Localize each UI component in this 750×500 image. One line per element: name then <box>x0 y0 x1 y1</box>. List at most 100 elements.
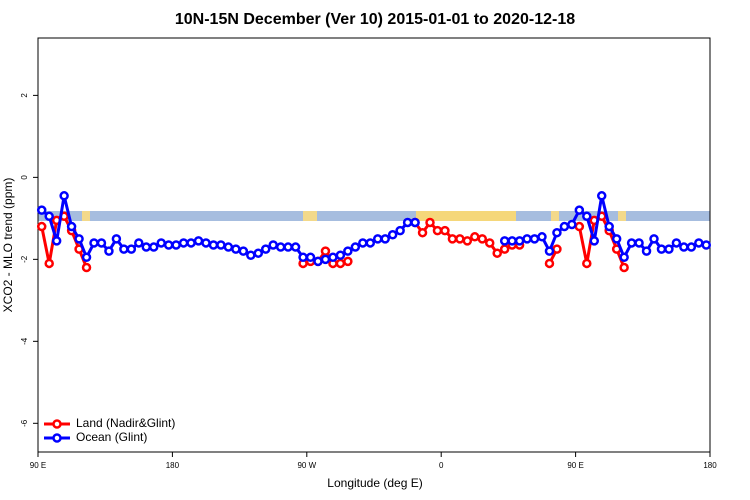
point <box>283 242 293 252</box>
point <box>447 234 458 244</box>
legend-label: Land (Nadir&Glint) <box>76 416 175 430</box>
point <box>671 238 682 248</box>
point <box>44 258 54 269</box>
legend-marker <box>52 419 62 429</box>
point <box>156 238 166 248</box>
legend-label: Ocean (Glint) <box>76 430 147 444</box>
point <box>163 240 174 250</box>
x-tick-label: 90 E <box>567 461 583 470</box>
point <box>641 246 652 256</box>
point <box>522 234 532 244</box>
point <box>178 238 189 248</box>
x-tick-label: 180 <box>166 461 180 470</box>
point <box>328 252 338 263</box>
point <box>619 252 629 263</box>
point <box>119 244 129 254</box>
y-tick-label: -4 <box>20 337 29 345</box>
y-tick-label: 2 <box>20 93 29 98</box>
point <box>335 258 346 269</box>
y-tick-label: -6 <box>20 419 29 427</box>
point <box>89 238 99 248</box>
point <box>111 234 122 244</box>
point <box>186 238 196 248</box>
point <box>544 246 555 256</box>
point <box>701 240 712 250</box>
point <box>335 250 346 260</box>
point <box>596 191 607 201</box>
point <box>679 242 689 252</box>
y-tick-label: -2 <box>20 255 29 263</box>
point <box>507 236 517 246</box>
point <box>36 205 47 215</box>
point <box>193 236 204 246</box>
chart-title: 10N-15N December (Ver 10) 2015-01-01 to … <box>175 11 575 28</box>
point <box>694 238 704 248</box>
point <box>462 236 473 246</box>
point <box>537 232 547 242</box>
point <box>372 234 383 244</box>
point <box>51 236 62 246</box>
point <box>104 246 114 256</box>
point <box>619 262 629 273</box>
point <box>387 230 398 240</box>
point <box>305 252 316 263</box>
point <box>582 258 592 269</box>
point <box>223 242 234 252</box>
point <box>246 250 256 260</box>
point <box>402 217 413 228</box>
point <box>499 244 510 254</box>
point <box>66 221 77 232</box>
x-tick-label: 90 E <box>30 461 46 470</box>
point <box>365 238 376 248</box>
point <box>611 234 622 244</box>
point <box>380 234 390 244</box>
point <box>559 221 570 232</box>
point <box>410 217 420 228</box>
point <box>350 242 361 252</box>
point <box>552 227 562 238</box>
point <box>567 219 577 230</box>
point <box>253 248 264 258</box>
point <box>208 240 219 250</box>
point <box>81 262 92 273</box>
point <box>656 244 667 254</box>
point <box>134 238 144 248</box>
point <box>36 221 47 232</box>
legend-marker <box>52 433 62 443</box>
point <box>417 227 428 238</box>
point <box>268 240 278 250</box>
point <box>514 236 525 246</box>
point <box>81 252 92 263</box>
point <box>552 244 562 254</box>
point <box>216 240 226 250</box>
point <box>320 246 331 256</box>
point <box>343 246 353 256</box>
point <box>484 238 495 248</box>
point <box>634 238 644 248</box>
point <box>171 240 181 250</box>
point <box>425 217 435 228</box>
point <box>440 225 450 236</box>
map-strip <box>38 211 710 221</box>
point <box>432 225 443 236</box>
point <box>574 205 585 215</box>
point <box>358 238 368 248</box>
point <box>395 225 405 236</box>
point <box>343 256 353 267</box>
point <box>686 242 697 252</box>
y-axis-label: XCO2 - MLO trend (ppm) <box>1 178 15 313</box>
point <box>320 254 331 265</box>
point <box>290 242 301 252</box>
point <box>148 242 159 252</box>
point <box>238 246 249 256</box>
x-tick-label: 0 <box>439 461 444 470</box>
point <box>604 221 614 232</box>
y-tick-label: 0 <box>20 175 29 180</box>
point <box>582 211 592 222</box>
point <box>499 236 510 246</box>
point <box>96 238 107 248</box>
point <box>201 238 211 248</box>
x-axis-label: Longitude (deg E) <box>327 476 422 490</box>
point <box>477 234 488 244</box>
